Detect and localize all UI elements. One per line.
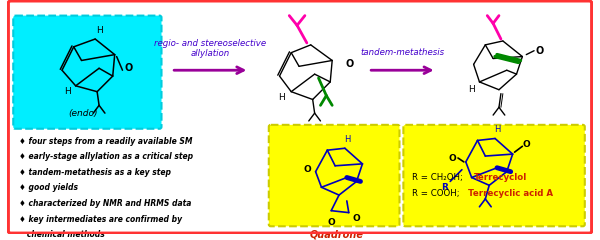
Text: H: H (278, 93, 285, 102)
Text: ♦ good yields: ♦ good yields (19, 183, 78, 192)
Text: R = COOH;: R = COOH; (412, 189, 460, 198)
Text: O: O (353, 214, 361, 223)
Text: regio- and stereoselective
allylation: regio- and stereoselective allylation (154, 39, 266, 59)
Text: H: H (64, 87, 71, 96)
Text: H: H (344, 135, 350, 144)
Text: O: O (448, 154, 456, 162)
FancyBboxPatch shape (13, 16, 161, 129)
Text: ♦ characterized by NMR and HRMS data: ♦ characterized by NMR and HRMS data (19, 199, 191, 208)
Text: H: H (96, 26, 103, 35)
Text: ♦ four steps from a readily available SM: ♦ four steps from a readily available SM (19, 137, 193, 145)
Text: O: O (346, 59, 354, 69)
FancyBboxPatch shape (403, 125, 585, 226)
Text: chemical methods: chemical methods (19, 230, 105, 239)
Text: R = CH₂OH;: R = CH₂OH; (412, 173, 463, 182)
Text: H: H (468, 85, 475, 94)
Text: Terrecyclol: Terrecyclol (473, 173, 527, 182)
Text: Terrecyclic acid A: Terrecyclic acid A (468, 189, 553, 198)
Text: O: O (124, 63, 133, 73)
Text: O: O (536, 46, 544, 56)
Text: ♦ key intermediates are confirmed by: ♦ key intermediates are confirmed by (19, 215, 182, 224)
Text: tandem-metathesis: tandem-metathesis (361, 48, 445, 57)
Text: ♦ tandem-metathesis as a key step: ♦ tandem-metathesis as a key step (19, 168, 171, 177)
Text: O: O (328, 218, 335, 227)
Text: (endo): (endo) (69, 109, 98, 118)
FancyBboxPatch shape (269, 125, 400, 226)
Text: O: O (304, 165, 311, 174)
Text: H: H (494, 125, 500, 134)
Text: ♦ early-stage allylation as a critical step: ♦ early-stage allylation as a critical s… (19, 152, 193, 161)
Text: Quadrone: Quadrone (310, 229, 364, 239)
Text: R: R (441, 183, 448, 192)
Text: O: O (523, 140, 530, 149)
